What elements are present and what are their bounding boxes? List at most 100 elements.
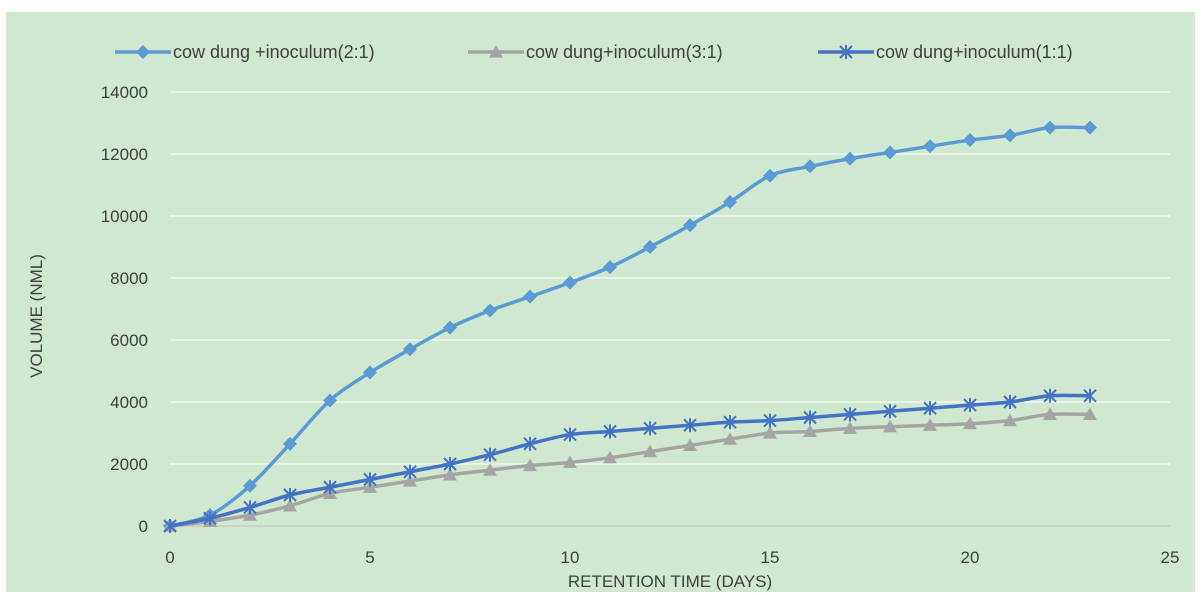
data-point xyxy=(683,418,697,433)
data-point xyxy=(603,424,617,439)
data-point xyxy=(403,474,417,487)
data-point xyxy=(683,218,697,233)
data-point xyxy=(363,365,377,380)
data-point xyxy=(723,415,737,430)
data-point xyxy=(1083,120,1097,135)
data-point xyxy=(1083,388,1097,403)
legend-label: cow dung +inoculum(2:1) xyxy=(173,42,375,62)
data-point xyxy=(803,424,817,438)
data-point xyxy=(763,413,777,428)
data-point xyxy=(323,480,337,495)
chart-background xyxy=(6,12,1195,592)
data-point xyxy=(763,168,777,183)
legend-label: cow dung+inoculum(1:1) xyxy=(876,42,1073,62)
y-tick-label: 6000 xyxy=(110,331,148,350)
legend-marker xyxy=(489,45,503,58)
data-point xyxy=(843,151,857,166)
x-axis-ticks: 0 5 10 15 20 25 xyxy=(165,548,1179,567)
gridlines xyxy=(170,91,1170,465)
data-point xyxy=(443,467,457,481)
data-point xyxy=(843,421,857,434)
data-point xyxy=(963,398,977,413)
data-point xyxy=(283,488,297,502)
series-3 xyxy=(163,388,1097,533)
data-point xyxy=(363,472,377,487)
data-point xyxy=(1003,413,1017,427)
data-point xyxy=(883,404,897,419)
y-tick-label: 8000 xyxy=(110,269,148,288)
data-point xyxy=(443,320,457,335)
data-point xyxy=(963,416,977,430)
y-tick-label: 2000 xyxy=(110,455,148,474)
data-point xyxy=(1003,395,1017,409)
data-point xyxy=(243,508,257,521)
legend-item: cow dung +inoculum(2:1) xyxy=(115,42,375,62)
y-axis-ticks: 0 2000 4000 6000 8000 10000 12000 14000 xyxy=(101,83,148,536)
y-tick-label: 12000 xyxy=(101,145,148,164)
data-point xyxy=(483,447,497,462)
legend-label: cow dung+inoculum(3:1) xyxy=(526,42,723,62)
x-tick-label: 10 xyxy=(561,548,580,567)
y-tick-label: 10000 xyxy=(101,207,148,226)
data-point xyxy=(523,436,537,451)
data-point xyxy=(483,303,497,318)
data-point xyxy=(803,410,817,425)
data-point xyxy=(363,480,377,493)
x-tick-label: 20 xyxy=(961,548,980,567)
data-point xyxy=(963,133,977,148)
x-tick-label: 0 xyxy=(165,548,174,567)
data-point xyxy=(723,432,737,445)
data-point xyxy=(523,458,537,472)
data-point xyxy=(883,145,897,160)
data-point xyxy=(283,436,297,451)
data-point xyxy=(483,463,497,476)
data-point xyxy=(563,455,577,469)
data-point xyxy=(563,275,577,290)
data-point xyxy=(883,419,897,433)
data-point xyxy=(1043,120,1057,135)
data-point xyxy=(283,498,297,512)
data-point xyxy=(683,438,697,451)
data-point xyxy=(763,426,777,439)
legend-marker xyxy=(136,45,150,59)
x-tick-label: 5 xyxy=(365,548,374,567)
data-point xyxy=(1043,407,1057,420)
data-point xyxy=(603,260,617,275)
legend-marker xyxy=(839,45,853,59)
data-point xyxy=(643,421,657,436)
data-point xyxy=(923,418,937,431)
series-2 xyxy=(163,407,1097,532)
data-point xyxy=(563,427,577,442)
data-point xyxy=(843,407,857,422)
x-tick-label: 15 xyxy=(761,548,780,567)
data-point xyxy=(1003,128,1017,143)
data-point xyxy=(1083,407,1097,420)
data-point xyxy=(523,289,537,304)
legend-item: cow dung+inoculum(1:1) xyxy=(818,42,1073,62)
legend-item: cow dung+inoculum(3:1) xyxy=(468,42,723,62)
data-point xyxy=(643,444,657,458)
data-point xyxy=(923,139,937,154)
data-point xyxy=(643,240,657,254)
data-point xyxy=(323,393,337,408)
data-point xyxy=(243,500,257,515)
y-tick-label: 14000 xyxy=(101,83,148,102)
data-point xyxy=(163,519,177,533)
data-point xyxy=(203,511,217,526)
y-tick-label: 0 xyxy=(139,517,148,536)
y-tick-label: 4000 xyxy=(110,393,148,412)
data-point xyxy=(443,457,457,471)
data-point xyxy=(243,478,257,493)
legend: cow dung +inoculum(2:1) cow dung+inoculum… xyxy=(115,42,1073,62)
data-point xyxy=(1043,388,1057,403)
data-point xyxy=(723,195,737,210)
x-tick-label: 25 xyxy=(1161,548,1180,567)
series-group xyxy=(163,120,1097,533)
x-axis-title: RETENTION TIME (DAYS) xyxy=(568,572,772,591)
y-axis-title: VOLUME (NML) xyxy=(27,254,46,378)
data-point xyxy=(923,401,937,416)
data-point xyxy=(403,342,417,357)
data-point xyxy=(403,464,417,479)
